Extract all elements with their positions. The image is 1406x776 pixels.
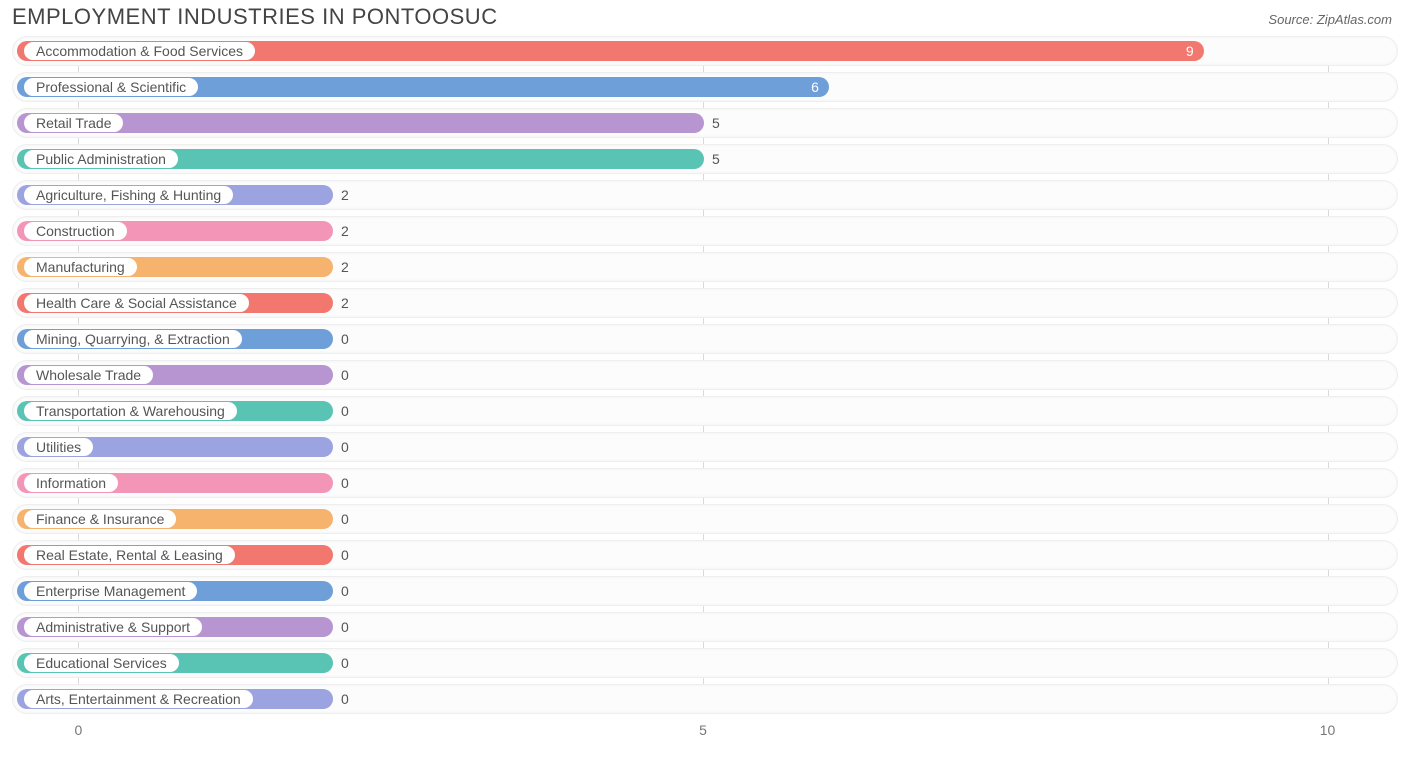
bar-value: 2: [333, 217, 349, 245]
bar-value: 0: [333, 397, 349, 425]
bar-label: Information: [23, 473, 119, 493]
bar-value: 0: [333, 505, 349, 533]
bar-row: Health Care & Social Assistance 2: [12, 288, 1398, 318]
bar-row: Wholesale Trade 0: [12, 360, 1398, 390]
bar-label: Public Administration: [23, 149, 179, 169]
chart-header: EMPLOYMENT INDUSTRIES IN PONTOOSUC Sourc…: [12, 4, 1398, 30]
x-tick: 0: [75, 722, 83, 738]
bar-value: 0: [333, 469, 349, 497]
bar-row: Real Estate, Rental & Leasing 0: [12, 540, 1398, 570]
bar-label: Wholesale Trade: [23, 365, 154, 385]
x-axis: 0 5 10: [12, 720, 1398, 742]
bar-value: 0: [333, 649, 349, 677]
bar-value: 2: [333, 181, 349, 209]
bar-row: Retail Trade 5: [12, 108, 1398, 138]
bar-value: 0: [333, 433, 349, 461]
bar-value: 5: [704, 109, 720, 137]
bar-label: Enterprise Management: [23, 581, 198, 601]
bar-value: 2: [333, 253, 349, 281]
bar-label: Real Estate, Rental & Leasing: [23, 545, 236, 565]
bar-value: 0: [333, 361, 349, 389]
bar-value: 0: [333, 613, 349, 641]
chart-title: EMPLOYMENT INDUSTRIES IN PONTOOSUC: [12, 4, 498, 30]
bar-label: Health Care & Social Assistance: [23, 293, 250, 313]
bar-row: Utilities 0: [12, 432, 1398, 462]
bar-row: Information 0: [12, 468, 1398, 498]
bar-row: Mining, Quarrying, & Extraction 0: [12, 324, 1398, 354]
bar-value: 0: [333, 325, 349, 353]
chart-container: EMPLOYMENT INDUSTRIES IN PONTOOSUC Sourc…: [0, 0, 1406, 750]
bar-value: 9: [13, 37, 1204, 65]
bar-row: Professional & Scientific6: [12, 72, 1398, 102]
bar-label: Retail Trade: [23, 113, 124, 133]
source-label: Source:: [1268, 12, 1313, 27]
bar-row: Transportation & Warehousing 0: [12, 396, 1398, 426]
chart-source: Source: ZipAtlas.com: [1268, 12, 1398, 27]
x-tick: 10: [1320, 722, 1336, 738]
bar-label: Agriculture, Fishing & Hunting: [23, 185, 234, 205]
bar-row: Enterprise Management 0: [12, 576, 1398, 606]
bar-label: Manufacturing: [23, 257, 138, 277]
source-name: ZipAtlas.com: [1317, 12, 1392, 27]
bar-label: Transportation & Warehousing: [23, 401, 238, 421]
bar-value: 5: [704, 145, 720, 173]
bar-row: Manufacturing 2: [12, 252, 1398, 282]
bar-value: 6: [13, 73, 829, 101]
bar-label: Arts, Entertainment & Recreation: [23, 689, 254, 709]
bar-value: 0: [333, 577, 349, 605]
bar-label: Administrative & Support: [23, 617, 203, 637]
bar-value: 2: [333, 289, 349, 317]
bar-row: Educational Services 0: [12, 648, 1398, 678]
bar-label: Mining, Quarrying, & Extraction: [23, 329, 243, 349]
bar-value: 0: [333, 541, 349, 569]
bar-row: Finance & Insurance 0: [12, 504, 1398, 534]
bar-row: Agriculture, Fishing & Hunting 2: [12, 180, 1398, 210]
bars-wrap: Accommodation & Food Services9 Profession…: [12, 36, 1398, 714]
bar-label: Construction: [23, 221, 128, 241]
bar-value: 0: [333, 685, 349, 713]
plot-area: Accommodation & Food Services9 Profession…: [12, 36, 1398, 742]
bar-row: Administrative & Support 0: [12, 612, 1398, 642]
bar-label: Utilities: [23, 437, 94, 457]
bar-label: Finance & Insurance: [23, 509, 177, 529]
bar-row: Accommodation & Food Services9: [12, 36, 1398, 66]
bar-row: Public Administration 5: [12, 144, 1398, 174]
bar-row: Construction 2: [12, 216, 1398, 246]
x-tick: 5: [699, 722, 707, 738]
bar-label: Educational Services: [23, 653, 180, 673]
bar-row: Arts, Entertainment & Recreation 0: [12, 684, 1398, 714]
